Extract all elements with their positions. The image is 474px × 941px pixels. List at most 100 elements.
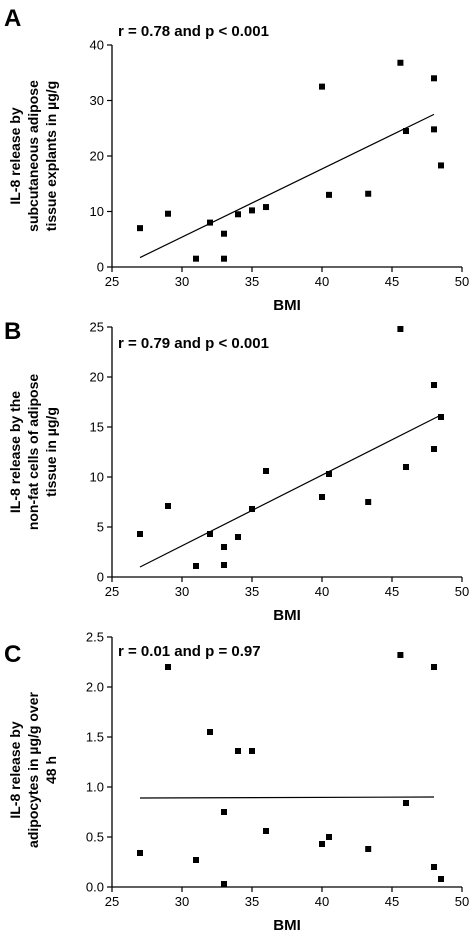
data-point: [193, 563, 199, 569]
data-point: [438, 876, 444, 882]
y-axis-label-line: IL-8 release by: [7, 721, 23, 818]
y-axis-label-line: IL-8 release by: [7, 107, 23, 204]
y-axis-label-line: adipocytes in µg/g over: [25, 692, 41, 848]
data-point: [235, 534, 241, 540]
chart-title: r = 0.79 and p < 0.001: [118, 335, 269, 352]
data-point: [193, 255, 199, 262]
y-axis-label-line: non-fat cells of adipose: [25, 374, 41, 531]
x-tick-label: 40: [315, 894, 329, 909]
x-axis-label: BMI: [273, 917, 301, 934]
x-tick-label: 35: [245, 584, 259, 599]
x-tick-label: 35: [245, 894, 259, 909]
x-tick-label: 50: [455, 274, 469, 289]
y-tick-label: 2.5: [86, 630, 104, 645]
y-tick-label: 30: [90, 93, 104, 108]
data-point: [431, 75, 437, 82]
x-axis-label: BMI: [273, 297, 301, 314]
data-point: [235, 211, 241, 218]
data-point: [431, 864, 437, 870]
y-tick-label: 2.0: [86, 680, 104, 695]
data-point: [326, 834, 332, 840]
y-tick-label: 40: [90, 38, 104, 53]
data-point: [137, 531, 143, 537]
data-point: [319, 83, 325, 90]
data-point: [193, 857, 199, 863]
data-point: [263, 468, 269, 474]
data-point: [165, 503, 171, 509]
data-point: [397, 59, 404, 66]
data-point: [326, 191, 332, 198]
data-point: [207, 531, 213, 537]
y-axis-label-line: subcutaneous adipose: [25, 80, 41, 232]
data-point: [263, 828, 269, 834]
data-point: [397, 652, 404, 658]
y-tick-label: 10: [90, 470, 104, 485]
data-point: [431, 664, 437, 670]
x-axis-label: BMI: [273, 607, 301, 624]
data-point: [365, 846, 372, 852]
x-tick-label: 40: [315, 584, 329, 599]
data-point: [137, 225, 143, 232]
y-tick-label: 0: [97, 260, 104, 275]
regression-line: [139, 414, 442, 568]
data-point: [221, 255, 227, 262]
y-tick-label: 10: [90, 204, 104, 219]
x-tick-label: 30: [175, 894, 189, 909]
x-tick-label: 40: [315, 274, 329, 289]
data-point: [221, 230, 227, 237]
data-point: [431, 382, 437, 388]
data-point: [365, 499, 372, 505]
data-point: [221, 809, 227, 815]
x-tick-label: 45: [385, 274, 399, 289]
data-point: [249, 506, 255, 512]
data-point: [438, 414, 444, 420]
chart-title: r = 0.78 and p < 0.001: [118, 23, 269, 40]
y-axis-label-line: tissue explants in µg/g: [43, 81, 59, 231]
x-tick-label: 50: [455, 894, 469, 909]
panel-label: C: [4, 641, 21, 668]
data-point: [207, 729, 213, 735]
data-point: [221, 562, 227, 568]
data-point: [319, 494, 325, 500]
data-point: [207, 219, 213, 226]
y-tick-label: 20: [90, 370, 104, 385]
x-tick-label: 45: [385, 584, 399, 599]
x-tick-label: 30: [175, 274, 189, 289]
data-point: [221, 544, 227, 550]
y-axis-label-line: tissue in µg/g: [43, 407, 59, 497]
regression-line: [139, 796, 435, 799]
data-point: [249, 748, 255, 754]
panel-label: A: [4, 5, 21, 32]
x-tick-label: 50: [455, 584, 469, 599]
y-tick-label: 0: [97, 570, 104, 585]
data-point: [403, 464, 409, 470]
data-point: [431, 446, 437, 452]
data-point: [319, 841, 325, 847]
chart-title: r = 0.01 and p = 0.97: [118, 643, 261, 660]
y-axis-label-line: 48 h: [43, 756, 59, 784]
y-tick-label: 1.5: [86, 730, 104, 745]
data-point: [326, 471, 332, 477]
y-tick-label: 0.0: [86, 880, 104, 895]
data-point: [165, 664, 171, 670]
data-point: [403, 800, 409, 806]
data-point: [438, 162, 444, 169]
x-tick-label: 30: [175, 584, 189, 599]
x-tick-label: 45: [385, 894, 399, 909]
x-tick-label: 25: [105, 894, 119, 909]
data-point: [365, 190, 372, 197]
data-point: [431, 126, 437, 133]
regression-line: [139, 113, 435, 259]
data-point: [263, 204, 269, 211]
data-point: [137, 850, 143, 856]
data-point: [221, 881, 227, 887]
x-tick-label: 25: [105, 584, 119, 599]
data-point: [403, 128, 409, 135]
y-tick-label: 1.0: [86, 780, 104, 795]
data-point: [235, 748, 241, 754]
x-tick-label: 35: [245, 274, 259, 289]
